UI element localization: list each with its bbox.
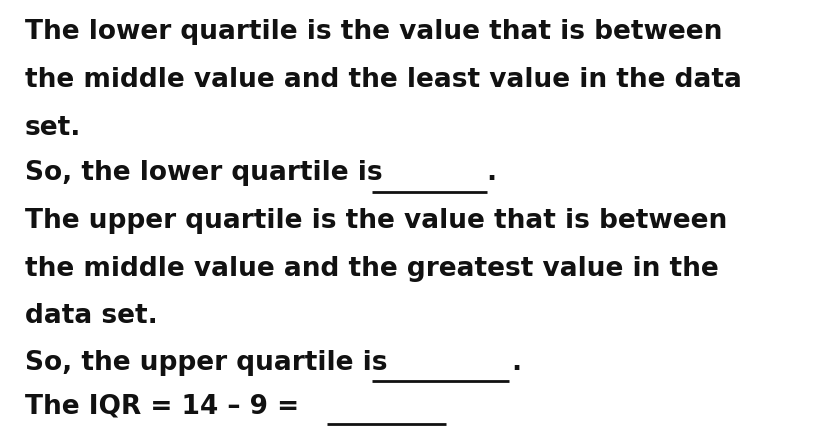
Text: The lower quartile is the value that is between: The lower quartile is the value that is …	[25, 19, 722, 45]
Text: The upper quartile is the value that is between: The upper quartile is the value that is …	[25, 208, 726, 234]
Text: So, the lower quartile is: So, the lower quartile is	[25, 160, 382, 186]
Text: The IQR = 14 – 9 =: The IQR = 14 – 9 =	[25, 393, 299, 419]
Text: data set.: data set.	[25, 303, 157, 329]
Text: So, the upper quartile is: So, the upper quartile is	[25, 350, 387, 376]
Text: .: .	[487, 160, 497, 186]
Text: the middle value and the least value in the data: the middle value and the least value in …	[25, 67, 741, 93]
Text: set.: set.	[25, 115, 81, 141]
Text: .: .	[511, 350, 521, 376]
Text: the middle value and the greatest value in the: the middle value and the greatest value …	[25, 256, 718, 282]
